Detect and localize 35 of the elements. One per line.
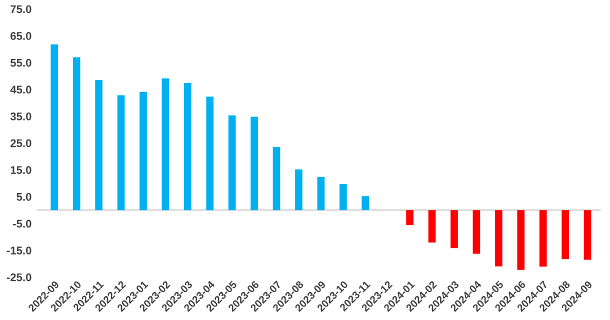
y-tick-label: 15.0 <box>10 166 32 174</box>
y-tick-label: -5.0 <box>13 220 32 228</box>
y-tick-label: -15.0 <box>6 246 32 254</box>
bar <box>272 147 280 210</box>
bar <box>562 210 569 260</box>
y-tick-label: 75.0 <box>10 5 32 14</box>
y-tick-label: 55.0 <box>10 58 32 67</box>
bar <box>50 44 58 210</box>
bar <box>162 78 170 210</box>
y-tick-label: -25.0 <box>6 273 32 282</box>
bar <box>517 210 525 270</box>
bar <box>295 169 302 210</box>
bar <box>317 176 325 210</box>
bar <box>339 184 347 210</box>
bar <box>140 92 147 210</box>
y-tick-label: 35.0 <box>10 112 32 120</box>
bar <box>495 210 502 266</box>
bar <box>95 80 102 210</box>
y-tick-label: 45.0 <box>10 86 32 94</box>
bar <box>72 57 80 210</box>
bar <box>206 96 214 210</box>
bar <box>472 210 480 254</box>
y-tick-label: 25.0 <box>10 139 32 148</box>
bar <box>250 116 258 210</box>
bar <box>428 210 436 243</box>
bar <box>228 115 236 210</box>
bar <box>406 210 414 226</box>
bar <box>362 196 370 210</box>
y-tick-label: 65.0 <box>10 32 32 40</box>
bar <box>184 82 192 210</box>
bar <box>117 95 125 210</box>
y-tick-label: 5.0 <box>16 192 32 201</box>
bar <box>584 210 592 260</box>
bar <box>539 210 547 267</box>
bar <box>450 210 458 248</box>
